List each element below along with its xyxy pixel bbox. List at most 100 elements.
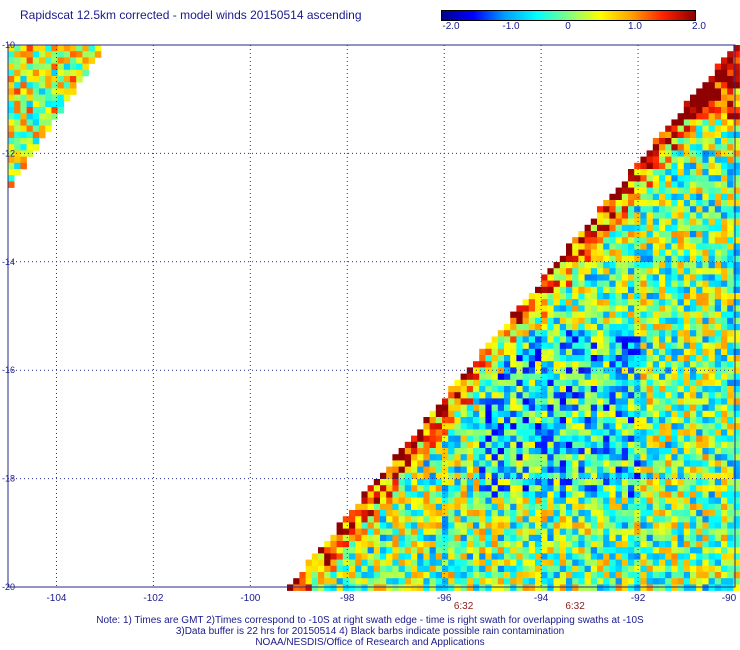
wind-cell	[721, 541, 728, 548]
wind-cell	[442, 398, 449, 405]
wind-cell	[373, 479, 381, 486]
wind-cell	[603, 423, 610, 430]
wind-cell	[628, 460, 635, 467]
wind-cell	[621, 348, 629, 356]
wind-cell	[311, 578, 319, 585]
wind-cell	[380, 479, 387, 486]
wind-cell	[578, 293, 585, 300]
wind-cell	[528, 355, 536, 362]
wind-cell	[690, 547, 697, 554]
wind-cell	[721, 534, 728, 542]
wind-cell	[615, 410, 623, 418]
wind-cell	[671, 547, 678, 554]
wind-cell	[20, 119, 27, 126]
wind-cell	[609, 355, 616, 362]
wind-cell	[708, 293, 716, 300]
wind-cell	[640, 472, 647, 480]
wind-cell	[497, 441, 505, 449]
wind-cell	[473, 541, 480, 548]
wind-cell	[702, 224, 709, 232]
wind-cell	[708, 119, 716, 126]
wind-cell	[665, 268, 672, 275]
wind-cell	[652, 355, 660, 362]
wind-cell	[646, 553, 654, 560]
wind-cell	[634, 200, 641, 207]
wind-cell	[708, 423, 716, 430]
wind-cell	[510, 336, 517, 343]
wind-cell	[677, 144, 685, 151]
wind-cell	[590, 429, 598, 436]
wind-cell	[460, 460, 468, 467]
wind-cell	[640, 410, 647, 418]
wind-cell	[435, 522, 443, 529]
wind-cell	[39, 125, 46, 133]
wind-cell	[448, 429, 455, 436]
wind-cell	[14, 69, 21, 77]
wind-cell	[429, 429, 437, 436]
wind-cell	[57, 57, 65, 64]
wind-cell	[535, 534, 542, 542]
wind-cell	[708, 342, 716, 350]
wind-cell	[572, 392, 579, 399]
wind-cell	[448, 547, 455, 554]
wind-cell	[702, 162, 709, 170]
wind-cell	[535, 379, 542, 387]
wind-cell	[615, 187, 623, 195]
wind-cell	[640, 187, 647, 195]
wind-cell	[504, 534, 511, 542]
wind-cell	[448, 392, 455, 399]
wind-cell	[621, 255, 629, 263]
wind-cell	[411, 572, 418, 579]
wind-cell	[597, 417, 604, 424]
wind-cell	[714, 144, 722, 151]
wind-cell	[652, 541, 660, 548]
wind-cell	[628, 510, 635, 517]
wind-cell	[8, 57, 15, 64]
wind-cell	[8, 113, 15, 120]
wind-cell	[510, 528, 517, 536]
wind-cell	[485, 448, 492, 455]
wind-cell	[603, 497, 610, 505]
wind-cell	[665, 249, 672, 257]
wind-cell	[640, 510, 647, 517]
wind-cell	[634, 330, 641, 337]
wind-cell	[652, 218, 660, 226]
wind-cell	[485, 361, 492, 368]
wind-cell	[609, 224, 616, 232]
wind-cell	[683, 472, 691, 480]
wind-cell	[466, 448, 474, 455]
wind-cell	[411, 441, 418, 449]
wind-cell	[342, 547, 350, 554]
wind-cell	[702, 522, 709, 529]
wind-cell	[442, 572, 449, 579]
wind-cell	[504, 429, 511, 436]
wind-cell	[454, 572, 461, 579]
wind-cell	[392, 584, 399, 591]
wind-cell	[429, 435, 437, 443]
wind-cell	[522, 305, 530, 312]
wind-cell	[683, 379, 691, 387]
wind-cell	[721, 286, 728, 294]
wind-cell	[721, 466, 728, 474]
wind-cell	[659, 218, 666, 226]
wind-cell	[702, 249, 709, 257]
wind-cell	[677, 156, 685, 164]
wind-cell	[423, 578, 430, 585]
wind-cell	[497, 392, 505, 399]
wind-cell	[417, 553, 424, 560]
wind-cell	[522, 541, 530, 548]
wind-cell	[39, 63, 46, 71]
wind-cell	[665, 441, 672, 449]
wind-cell	[640, 559, 647, 567]
wind-cell	[708, 503, 716, 511]
wind-cell	[659, 522, 666, 529]
wind-cell	[584, 280, 592, 288]
wind-cell	[640, 262, 647, 269]
wind-cell	[324, 572, 331, 579]
wind-cell	[485, 584, 492, 591]
wind-cell	[454, 559, 461, 567]
wind-cell	[522, 522, 530, 529]
wind-cell	[411, 510, 418, 517]
wind-cell	[491, 342, 499, 350]
wind-cell	[714, 255, 722, 263]
